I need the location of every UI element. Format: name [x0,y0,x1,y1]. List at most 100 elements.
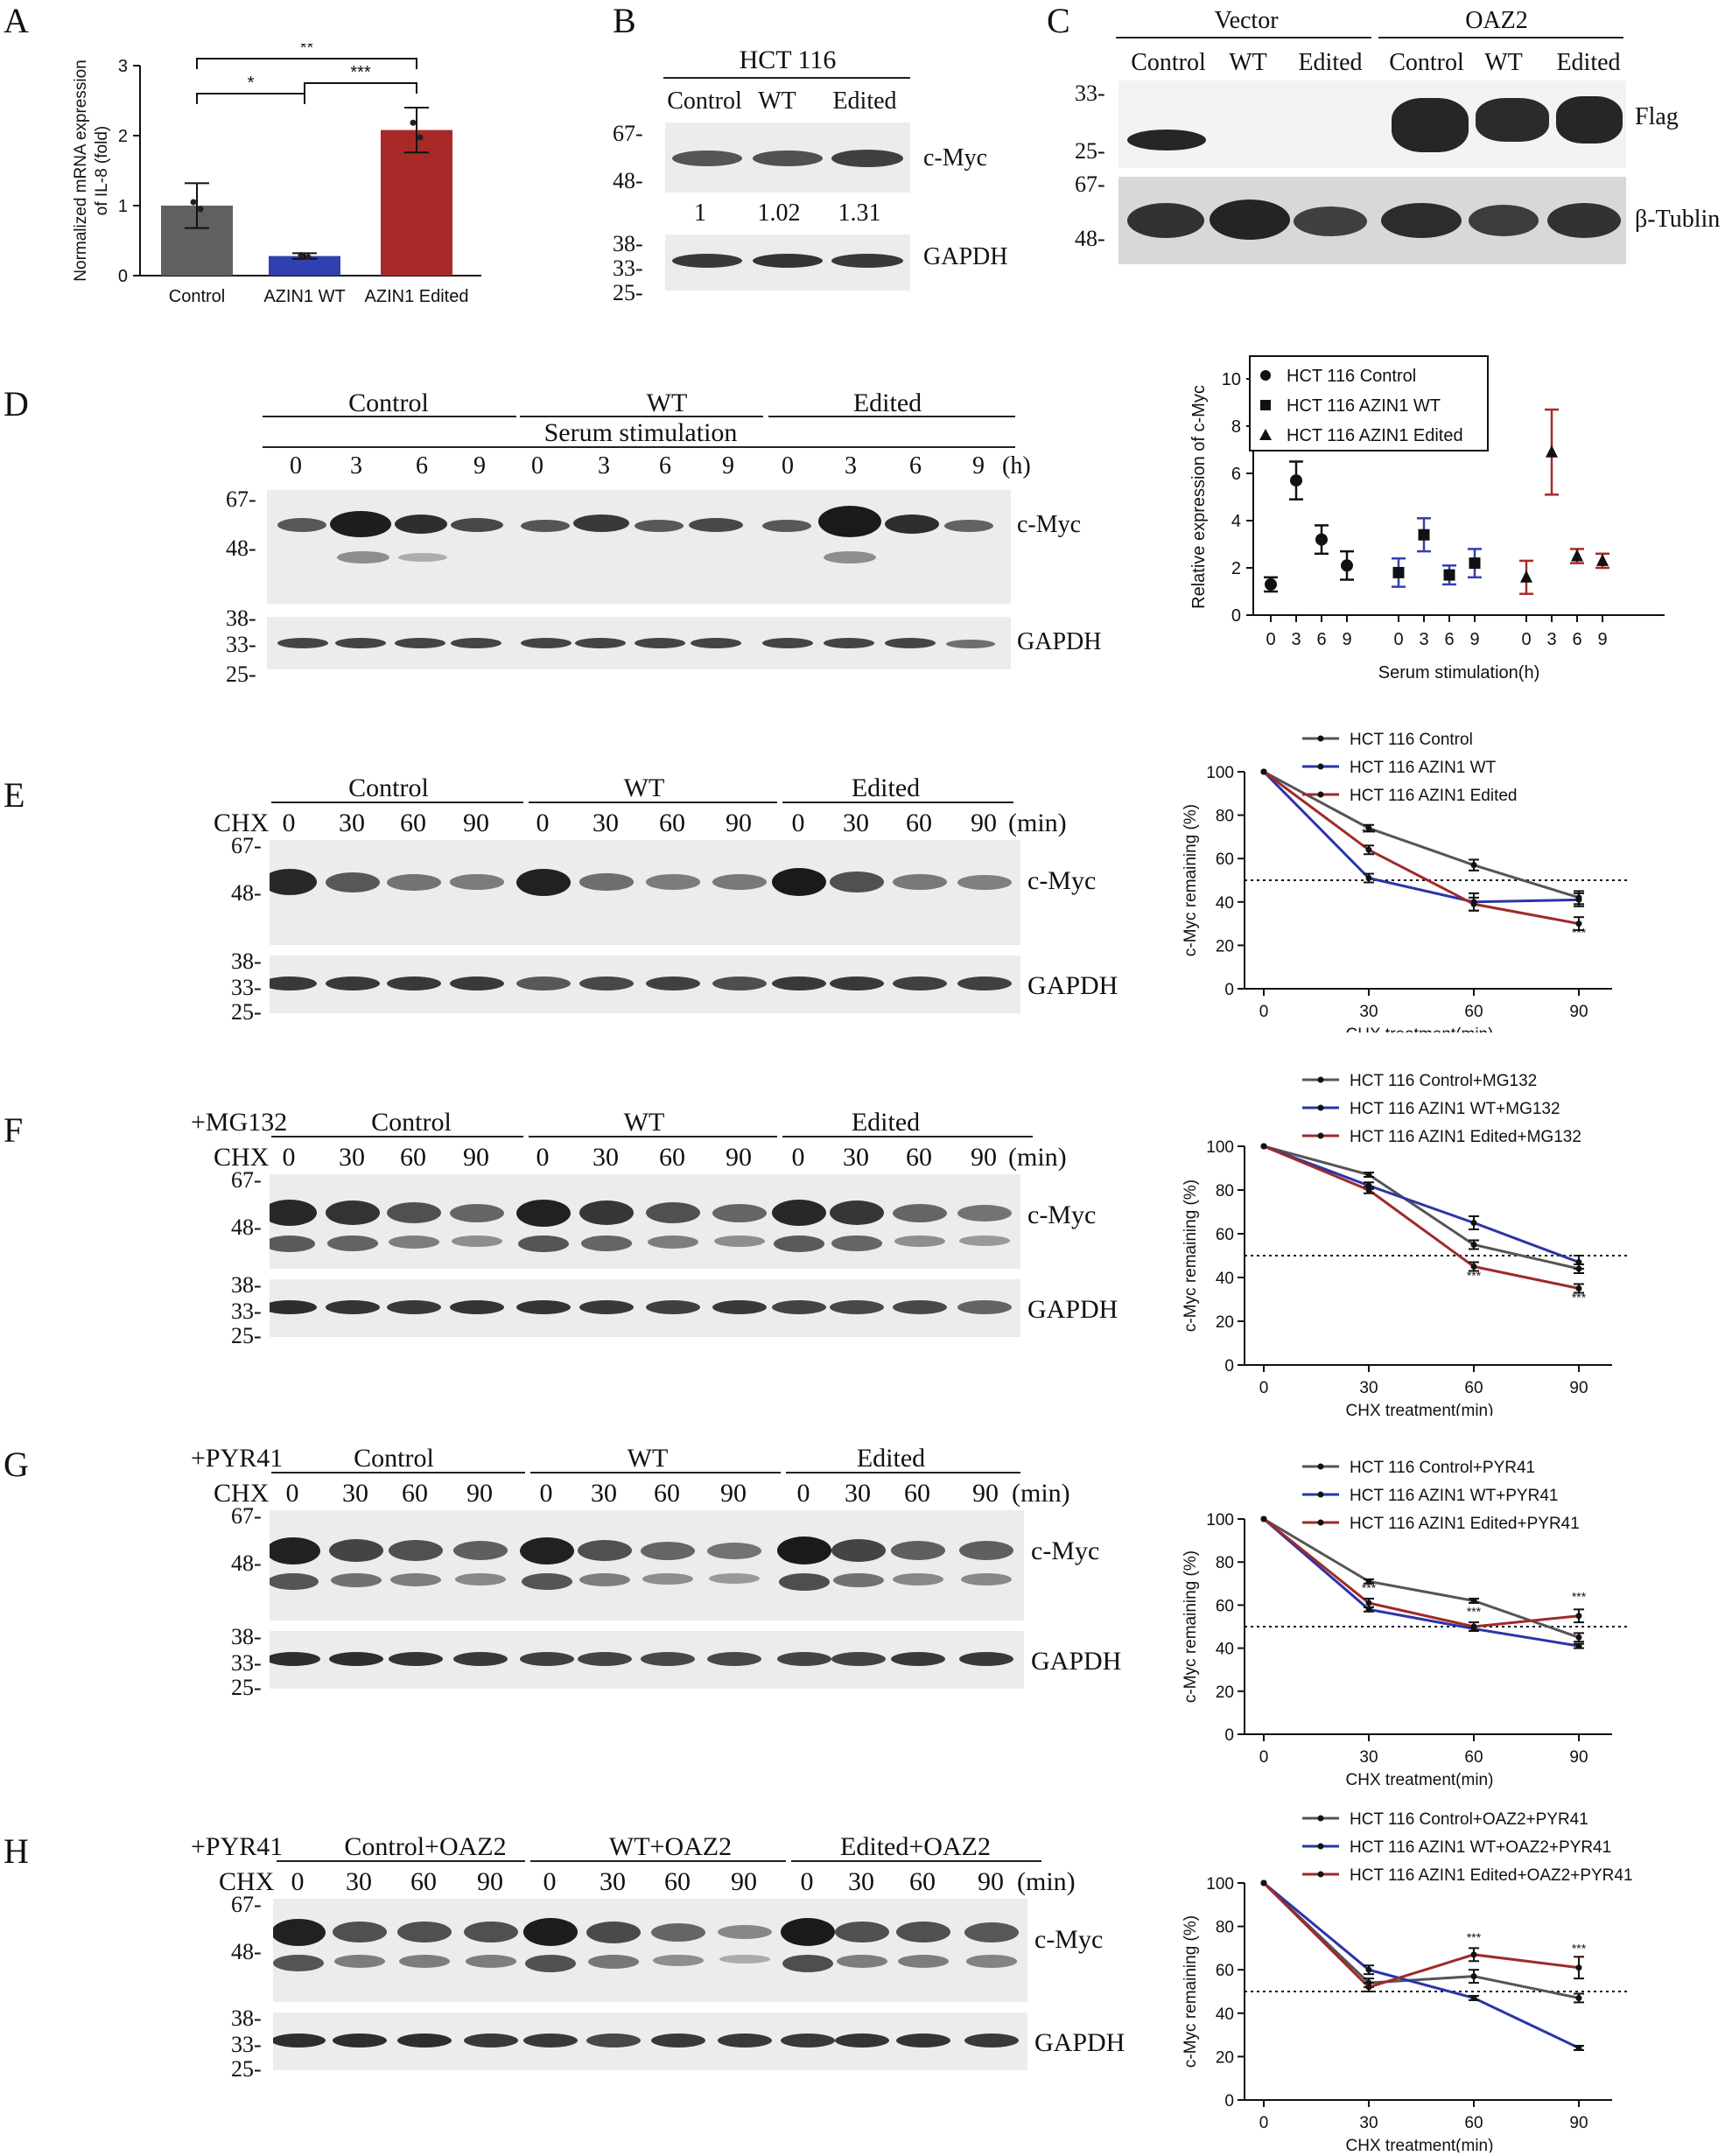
panel-h-gapdh-membrane [273,2012,1027,2070]
panel-f-chx-label: CHX [214,1143,270,1172]
data-point [1265,578,1277,591]
data-point [1470,1951,1477,1958]
band [333,2034,387,2048]
data-point [1571,549,1583,562]
panel-e-group-label: WT [623,774,665,802]
panel-e-timepoint: 30 [339,808,365,837]
y-tick-label: 100 [1206,1511,1234,1530]
legend-marker [1317,1519,1324,1526]
legend-box [1249,355,1489,452]
y-tick-label: 0 [1224,2092,1234,2110]
x-tick-label: 9 [1597,630,1607,649]
panel-e-timepoint: 90 [726,808,752,837]
panel-e-timepoint: 30 [843,808,869,837]
data-point [298,251,305,258]
panel-e-marker: 48- [231,880,262,906]
data-point [1365,1172,1372,1178]
y-tick-label: 20 [1216,2048,1234,2067]
panel-g-timepoint: 0 [285,1479,299,1508]
data-point [1315,533,1328,546]
panel-d-marker: 38- [226,606,256,631]
band [578,1652,632,1666]
band [270,1300,317,1314]
legend-marker [1259,429,1272,440]
x-axis-label: CHX treatment(min) [1346,1771,1494,1789]
legend-entry: HCT 116 AZIN1 Edited+MG132 [1350,1128,1581,1146]
data-point [1365,1600,1372,1606]
band [772,976,826,990]
x-tick-label: 60 [1464,1748,1483,1767]
data-point [1470,1242,1477,1248]
band [782,1955,833,1972]
panel-g-group-label: Control [354,1444,434,1473]
data-point [1260,1143,1267,1150]
x-tick-label: 90 [1569,2114,1588,2132]
significance-label: *** [1467,1930,1482,1944]
legend-marker [1317,1843,1324,1850]
legend-marker [1317,1815,1324,1822]
panel-f-marker: 67- [231,1167,262,1193]
band [774,1236,824,1252]
data-point [197,206,204,213]
panel-f-timepoint: 60 [906,1143,932,1172]
data-point [1470,1994,1477,2001]
panel-f-marker: 25- [231,1323,262,1348]
y-tick-label: 4 [1231,512,1241,531]
legend-marker [1317,735,1324,742]
legend-marker [1317,1132,1324,1139]
panel-f-timepoint: 0 [536,1143,550,1172]
panel-h-group-label: Edited+OAZ2 [840,1832,991,1861]
panel-h-group-label: WT+OAZ2 [608,1832,733,1861]
panel-g-group-line [786,1472,1020,1474]
x-tick-label: 60 [1464,1003,1483,1021]
band [273,1955,324,1972]
data-point [1575,920,1582,928]
panel-c-target-label: Flag [1635,103,1679,130]
legend-marker [1260,400,1271,410]
panel-e-target-label: c-Myc [1027,866,1097,895]
panel-letter-h: H [4,1831,29,1871]
band [586,2034,641,2048]
x-tick-label: 60 [1464,2114,1483,2132]
significance-label: *** [1467,1269,1482,1283]
x-tick-label: 30 [1359,1748,1378,1767]
panel-d-condition: Serum stimulation [543,418,738,447]
panel-c-marker: 25- [1075,138,1105,164]
panel-d-timepoint: 6 [659,452,671,480]
panel-f-timepoint: 60 [400,1143,426,1172]
panel-h-line-chart: 0 20 40 60 80 100 0 30 60 90 c-Myc remaining (%) CH… [1182,1810,1633,2152]
panel-letter-f: F [4,1110,24,1150]
band [516,1300,571,1314]
panel-d-target-label: GAPDH [1017,628,1102,655]
band [464,1922,518,1942]
band [516,868,571,896]
panel-d-timepoint: 3 [598,452,610,480]
legend-marker [1317,1104,1324,1111]
band [326,872,380,892]
panel-d-timepoint: 0 [290,452,302,480]
x-tick-label: 0 [1393,630,1403,649]
data-point [1470,1264,1477,1270]
panel-d-marker: 48- [226,536,256,561]
legend-marker [1317,1463,1324,1470]
panel-g-timepoint: 90 [720,1479,747,1508]
legend-entry: HCT 116 AZIN1 WT [1287,396,1441,416]
panel-c-lane-label: Edited [1556,49,1621,76]
band [641,1541,695,1560]
panel-f-timepoint: 60 [659,1143,685,1172]
panel-c-tubulin-membrane [1118,177,1626,264]
band [455,1573,506,1586]
panel-f-group-line [271,1136,523,1138]
band [777,1536,831,1564]
significance-label: *** [1572,925,1587,939]
series-line [1263,1881,1580,2049]
x-tick-label: 90 [1569,1379,1588,1397]
panel-e-chx-label: CHX [214,808,270,837]
band [329,1652,383,1666]
band [273,1918,326,1946]
panel-c-marker: 48- [1075,226,1105,251]
band [329,1539,383,1562]
y-axis-label: Normalized mRNA expression [72,60,90,281]
x-axis-label: CHX treatment(min) [1346,1402,1494,1416]
